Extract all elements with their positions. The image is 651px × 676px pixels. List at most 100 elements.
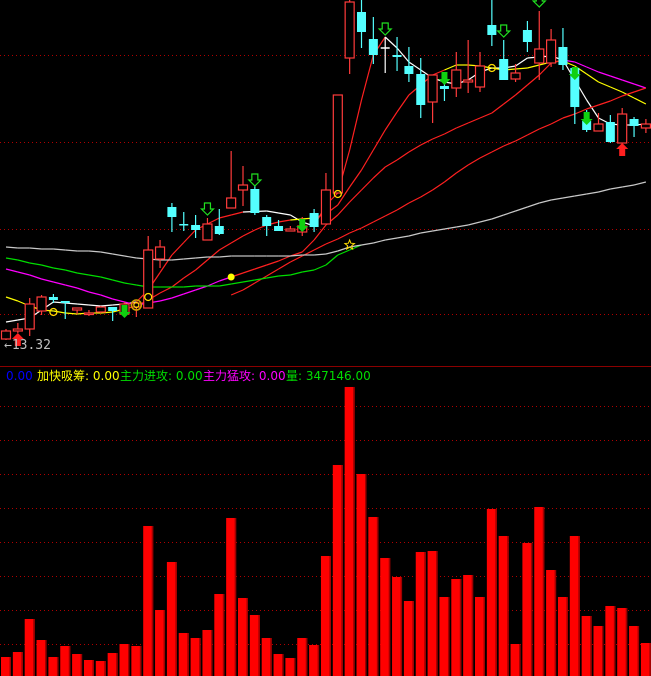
moving-average-4-segment (574, 108, 587, 115)
moving-average-4-segment (242, 282, 256, 291)
signal-markers (11, 0, 629, 346)
candle (593, 113, 604, 132)
volume-bar (475, 596, 485, 676)
moving-average-5-segment (53, 267, 66, 271)
moving-average-4-segment (325, 238, 339, 245)
volume-bar-edge (116, 652, 118, 676)
moving-average-2-segment (5, 296, 19, 302)
candle (0, 329, 12, 340)
volume-bar-edge (341, 464, 343, 676)
volume-bar (190, 637, 201, 676)
moving-average-5-segment (325, 254, 339, 266)
moving-average-2-segment (278, 219, 291, 223)
legend-label: 主力猛攻 (203, 369, 252, 383)
volume-bar (320, 555, 331, 676)
volume-bar-edge (637, 625, 640, 676)
candle (285, 226, 296, 232)
candle-body-up (285, 228, 296, 232)
moving-average-4-segment (361, 221, 374, 229)
candle-body-down (582, 121, 592, 130)
moving-average-3-segment (527, 74, 540, 86)
volume-bar (202, 629, 213, 676)
volume-bar (463, 574, 474, 676)
moving-average-6-segment (100, 251, 113, 255)
candle (534, 11, 545, 80)
price-low-label: ←13.32 (4, 338, 51, 353)
volume-bar-edge (92, 660, 94, 676)
candle-body-up (545, 39, 557, 64)
moving-average-1-segment (278, 212, 291, 216)
moving-average-2-segment (195, 259, 208, 271)
moving-average-3-segment (598, 71, 611, 77)
moving-average-5-segment (219, 283, 232, 287)
moving-average-5-segment (278, 274, 291, 277)
candle (320, 173, 332, 225)
volume-bar (510, 644, 521, 676)
moving-average-3-segment (278, 255, 291, 262)
yellow-double-circle-icon (130, 299, 143, 311)
candle-body-down (487, 25, 497, 35)
moving-average-2-segment (527, 64, 540, 69)
candle-body-down (368, 39, 378, 55)
moving-average-6-segment (88, 250, 101, 253)
moving-average-5-segment (290, 271, 303, 276)
moving-average-4-segment (539, 123, 552, 130)
candle-body-up (332, 94, 343, 194)
candle-body-down (558, 47, 568, 65)
moving-average-6-segment (195, 256, 208, 259)
moving-average-6-segment (479, 218, 492, 223)
volume-bar-edge (187, 632, 189, 676)
green-down-arrow-icon (568, 67, 581, 80)
price-low-value: 13.32 (11, 338, 51, 353)
candle-body-down (60, 301, 70, 303)
moving-average-2-segment (183, 269, 196, 279)
moving-average-6-segment (219, 255, 232, 258)
volume-bar-edge (80, 654, 83, 676)
moving-average-5-segment (65, 269, 78, 274)
candle (95, 306, 106, 313)
volume-bar-edge (246, 597, 248, 676)
candle (545, 29, 557, 67)
volume-bar-edge (388, 557, 391, 676)
moving-average-6-segment (325, 250, 338, 255)
moving-average-4-segment (455, 164, 469, 174)
volume-bar-edge (649, 642, 651, 676)
volume-bar-edge (365, 473, 367, 676)
moving-average-4-segment (491, 145, 504, 153)
volume-bar (522, 542, 533, 676)
legend-label: 主力进攻 (120, 369, 169, 383)
volume-bar (36, 639, 47, 676)
candle (202, 218, 213, 241)
moving-average-5-segment (77, 272, 90, 276)
candle-body-down (179, 224, 189, 226)
volume-bar-edge (68, 645, 71, 676)
candle (332, 94, 343, 194)
moving-average-1-segment (396, 47, 410, 63)
moving-average-2-segment (100, 311, 113, 314)
red-up-arrow-icon (616, 143, 629, 156)
moving-average-3-segment (586, 66, 599, 73)
moving-average-3-segment (633, 83, 647, 89)
volume-bar-edge (602, 625, 604, 676)
moving-average-4-segment (622, 91, 635, 97)
moving-average-4-segment (562, 113, 575, 119)
moving-average-3-segment (207, 280, 220, 287)
moving-average-4-segment (230, 289, 244, 296)
moving-average-1-segment (360, 54, 374, 101)
candle (83, 310, 95, 316)
candle (12, 323, 23, 333)
volume-bar (629, 625, 640, 676)
volume-bar-edge (234, 517, 237, 676)
moving-average-2-segment (337, 186, 351, 206)
moving-average-6-segment (622, 184, 635, 188)
moving-average-5-segment (88, 274, 101, 278)
candle-body-up (344, 1, 355, 59)
moving-average-3-segment (242, 268, 256, 274)
moving-average-5-segment (313, 264, 327, 271)
moving-average-2-segment (384, 111, 398, 131)
moving-average-4-segment (373, 215, 386, 223)
moving-average-2-segment (372, 129, 386, 151)
candle-body-up (83, 312, 95, 316)
volume-bar (569, 535, 580, 676)
